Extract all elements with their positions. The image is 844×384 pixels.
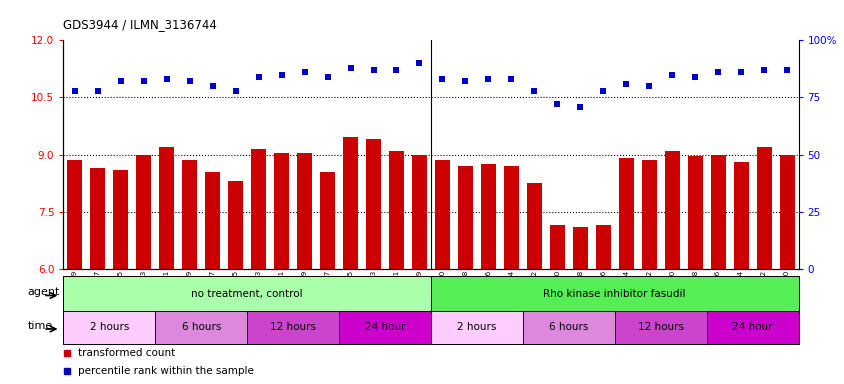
Text: 12 hours: 12 hours [270,322,316,333]
Bar [160,147,174,269]
Bar [251,149,266,269]
Bar [430,276,798,311]
Bar [182,160,197,269]
Bar [641,160,656,269]
Bar [113,170,128,269]
Bar [549,225,564,269]
Bar [572,227,587,269]
Point [619,81,632,87]
Point [641,83,655,89]
Bar [706,311,798,344]
Bar [63,276,430,311]
Text: 2 hours: 2 hours [89,322,129,333]
Bar [155,311,246,344]
Text: time: time [28,321,53,331]
Bar [710,155,725,269]
Point [297,69,311,75]
Point [481,76,495,82]
Bar [68,160,82,269]
Text: 2 hours: 2 hours [457,322,496,333]
Point [160,76,173,82]
Text: Rho kinase inhibitor fasudil: Rho kinase inhibitor fasudil [543,289,685,299]
Text: 24 hour: 24 hour [732,322,772,333]
Bar [733,162,748,269]
Bar [247,311,338,344]
Bar [618,158,633,269]
Point [596,88,609,94]
Bar [430,311,522,344]
Bar [595,225,610,269]
Bar [779,155,793,269]
Point [504,76,517,82]
Text: 6 hours: 6 hours [181,322,220,333]
Point [711,69,724,75]
Bar [664,151,679,269]
Text: 24 hour: 24 hour [365,322,405,333]
Point [688,74,701,80]
Point [206,83,219,89]
Text: transformed count: transformed count [78,348,175,358]
Text: no treatment, control: no treatment, control [191,289,303,299]
Point [68,88,82,94]
Bar [457,166,473,269]
Point [137,78,150,84]
Point [527,88,540,94]
Bar [527,183,541,269]
Bar [365,139,381,269]
Bar [136,155,151,269]
Point [114,78,127,84]
Bar [614,311,706,344]
Bar [320,172,334,269]
Bar [63,311,155,344]
Point [458,78,472,84]
Bar [228,181,243,269]
Point [779,67,793,73]
Bar [755,147,771,269]
Point [550,101,564,108]
Bar [480,164,495,269]
Bar [687,156,701,269]
Bar [435,160,449,269]
Bar [388,151,403,269]
Point [756,67,770,73]
Bar [522,311,614,344]
Point [366,67,380,73]
Point [321,74,334,80]
Point [91,88,105,94]
Point [412,60,425,66]
Point [573,104,587,110]
Bar [412,155,426,269]
Point [664,71,678,78]
Point [274,71,288,78]
Text: 6 hours: 6 hours [549,322,587,333]
Point [733,69,747,75]
Bar [205,172,220,269]
Point [183,78,197,84]
Bar [90,168,106,269]
Bar [273,153,289,269]
Text: agent: agent [28,287,60,297]
Point [229,88,242,94]
Text: percentile rank within the sample: percentile rank within the sample [78,366,254,376]
Point [344,65,357,71]
Bar [338,311,430,344]
Bar [297,153,311,269]
Bar [503,166,518,269]
Text: 12 hours: 12 hours [637,322,683,333]
Point [252,74,265,80]
Point [389,67,403,73]
Point [436,76,449,82]
Bar [343,137,358,269]
Text: GDS3944 / ILMN_3136744: GDS3944 / ILMN_3136744 [63,18,217,31]
